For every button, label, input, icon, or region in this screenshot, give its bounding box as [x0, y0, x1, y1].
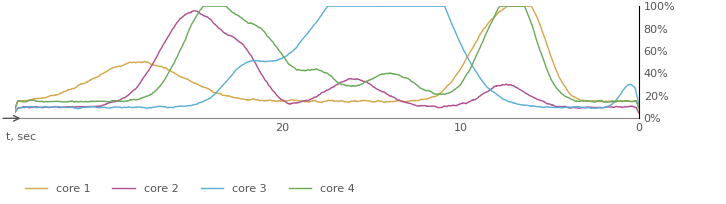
core 1: [42, 96, 51, 99]
core 1: [616, 100, 625, 102]
core 3: [42, 105, 51, 108]
core 4: [635, 107, 643, 109]
core 2: [616, 106, 625, 108]
core 3: [10, 112, 19, 114]
core 2: [42, 106, 51, 109]
core 2: [635, 112, 643, 114]
core 3: [297, 40, 306, 42]
core 2: [189, 9, 198, 12]
core 4: [502, 5, 511, 7]
core 1: [502, 6, 510, 8]
core 1: [297, 100, 306, 102]
core 3: [635, 103, 643, 105]
core 1: [10, 108, 19, 110]
core 2: [298, 100, 306, 103]
core 4: [10, 109, 19, 112]
Legend: core 1, core 2, core 3, core 4: core 1, core 2, core 3, core 4: [20, 180, 359, 198]
Line: core 3: core 3: [15, 6, 639, 113]
core 1: [503, 5, 512, 7]
core 4: [616, 100, 625, 102]
core 2: [314, 94, 323, 96]
core 1: [314, 101, 322, 103]
core 2: [502, 83, 511, 85]
core 3: [616, 93, 625, 95]
Line: core 4: core 4: [15, 6, 639, 110]
core 4: [314, 69, 323, 71]
core 1: [616, 100, 625, 102]
Line: core 1: core 1: [15, 6, 639, 109]
core 3: [616, 92, 625, 95]
Text: t, sec: t, sec: [6, 132, 36, 142]
core 4: [42, 100, 51, 103]
core 2: [10, 112, 19, 114]
core 4: [199, 5, 208, 7]
core 2: [616, 106, 625, 108]
core 1: [635, 108, 643, 110]
core 4: [298, 69, 306, 72]
core 4: [616, 100, 625, 102]
core 3: [324, 5, 333, 7]
Line: core 2: core 2: [15, 11, 639, 113]
core 3: [502, 99, 511, 102]
core 3: [314, 19, 322, 21]
